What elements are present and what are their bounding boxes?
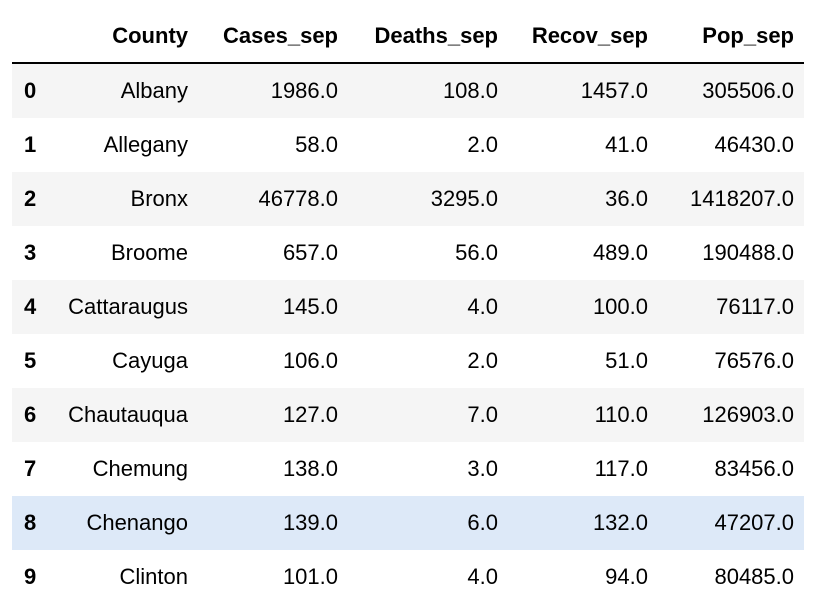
table-row: 9 Clinton 101.0 4.0 94.0 80485.0 <box>12 550 804 604</box>
cell-deaths: 108.0 <box>442 78 498 103</box>
column-header-county: County <box>58 10 198 64</box>
dataframe-output: County Cases_sep Deaths_sep Recov_sep Po… <box>12 10 804 604</box>
cell-recov: 36.0 <box>605 186 648 211</box>
cell-deaths: 56.0 <box>455 240 498 265</box>
cell-cases: 58.0 <box>295 132 338 157</box>
cell-county: Chenango <box>86 510 188 535</box>
cell-cases: 101.0 <box>282 564 338 589</box>
cell-recov: 100.0 <box>592 294 648 319</box>
table-row: 7 Chemung 138.0 3.0 117.0 83456.0 <box>12 442 804 496</box>
cell-recov: 1457.0 <box>580 78 648 103</box>
table-row: 5 Cayuga 106.0 2.0 51.0 76576.0 <box>12 334 804 388</box>
row-index: 4 <box>24 294 37 319</box>
row-index: 8 <box>24 510 37 535</box>
row-index: 7 <box>24 456 37 481</box>
cell-county: Broome <box>110 240 188 265</box>
cell-pop: 47207.0 <box>714 510 794 535</box>
cell-cases: 138.0 <box>282 456 338 481</box>
column-header-deaths: Deaths_sep <box>348 10 508 64</box>
cell-deaths: 2.0 <box>467 348 498 373</box>
cell-deaths: 4.0 <box>467 294 498 319</box>
cell-cases: 1986.0 <box>270 78 338 103</box>
cell-recov: 41.0 <box>605 132 648 157</box>
table-row: 3 Broome 657.0 56.0 489.0 190488.0 <box>12 226 804 280</box>
cell-deaths: 3.0 <box>467 456 498 481</box>
cell-pop: 305506.0 <box>702 78 794 103</box>
row-index: 3 <box>24 240 37 265</box>
table-row: 2 Bronx 46778.0 3295.0 36.0 1418207.0 <box>12 172 804 226</box>
cell-deaths: 4.0 <box>467 564 498 589</box>
cell-cases: 139.0 <box>282 510 338 535</box>
row-index: 5 <box>24 348 37 373</box>
table-row: 4 Cattaraugus 145.0 4.0 100.0 76117.0 <box>12 280 804 334</box>
cell-recov: 51.0 <box>605 348 648 373</box>
cell-pop: 76576.0 <box>714 348 794 373</box>
column-header-cases: Cases_sep <box>198 10 348 64</box>
cell-pop: 1418207.0 <box>690 186 794 211</box>
cell-recov: 110.0 <box>594 402 648 427</box>
cell-pop: 190488.0 <box>702 240 794 265</box>
column-header-pop: Pop_sep <box>658 10 804 64</box>
dataframe-table: County Cases_sep Deaths_sep Recov_sep Po… <box>12 10 804 604</box>
cell-pop: 76117.0 <box>716 294 794 319</box>
cell-deaths: 7.0 <box>467 402 498 427</box>
cell-cases: 657.0 <box>282 240 338 265</box>
cell-pop: 126903.0 <box>702 402 794 427</box>
table-body: 0 Albany 1986.0 108.0 1457.0 305506.0 1 Allegan… <box>12 63 804 604</box>
cell-cases: 127.0 <box>282 402 338 427</box>
row-index: 0 <box>24 78 37 103</box>
column-header-recov: Recov_sep <box>508 10 658 64</box>
cell-county: Allegany <box>103 132 188 157</box>
table-row: 8 Chenango 139.0 6.0 132.0 47207.0 <box>12 496 804 550</box>
table-row: 0 Albany 1986.0 108.0 1457.0 305506.0 <box>12 63 804 118</box>
cell-county: Cattaraugus <box>68 294 188 319</box>
row-index: 9 <box>24 564 37 589</box>
cell-recov: 132.0 <box>592 510 648 535</box>
cell-county: Chemung <box>92 456 188 481</box>
cell-deaths: 3295.0 <box>430 186 498 211</box>
cell-recov: 117.0 <box>594 456 648 481</box>
cell-deaths: 6.0 <box>467 510 498 535</box>
cell-pop: 46430.0 <box>714 132 794 157</box>
cell-cases: 106.0 <box>282 348 338 373</box>
cell-pop: 80485.0 <box>714 564 794 589</box>
cell-county: Chautauqua <box>68 402 188 427</box>
cell-deaths: 2.0 <box>467 132 498 157</box>
cell-county: Cayuga <box>112 348 188 373</box>
header-row: County Cases_sep Deaths_sep Recov_sep Po… <box>12 10 804 64</box>
cell-recov: 94.0 <box>605 564 648 589</box>
cell-recov: 489.0 <box>592 240 648 265</box>
row-index: 6 <box>24 402 37 427</box>
table-header: County Cases_sep Deaths_sep Recov_sep Po… <box>12 10 804 64</box>
cell-cases: 145.0 <box>282 294 338 319</box>
cell-county: Bronx <box>130 186 188 211</box>
cell-county: Albany <box>120 78 188 103</box>
cell-pop: 83456.0 <box>714 456 794 481</box>
table-row: 1 Allegany 58.0 2.0 41.0 46430.0 <box>12 118 804 172</box>
table-row: 6 Chautauqua 127.0 7.0 110.0 126903.0 <box>12 388 804 442</box>
cell-cases: 46778.0 <box>258 186 338 211</box>
cell-county: Clinton <box>119 564 188 589</box>
column-header-index <box>12 10 58 64</box>
row-index: 1 <box>24 132 37 157</box>
row-index: 2 <box>24 186 37 211</box>
